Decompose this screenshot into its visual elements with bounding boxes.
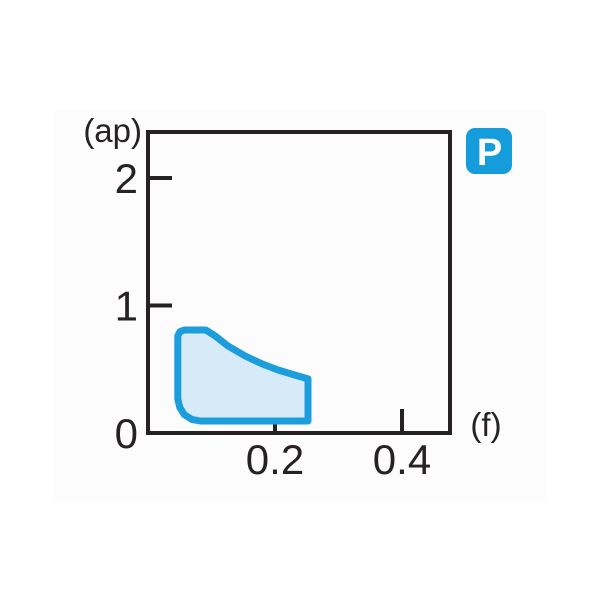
tick-labels: 0.2 0.4 0 1 2	[115, 155, 432, 483]
x-tick-label: 0.4	[373, 436, 431, 483]
p-application-region	[174, 326, 312, 425]
y-axis-label: (ap)	[83, 112, 142, 149]
y-tick-label: 2	[115, 155, 138, 202]
p-badge: P	[466, 128, 512, 174]
x-axis-label: (f)	[470, 406, 501, 443]
x-tick-label: 0.2	[246, 436, 304, 483]
p-badge-background	[466, 128, 512, 174]
figure-background	[55, 110, 545, 502]
p-badge-letter: P	[477, 132, 502, 174]
plot-frame	[146, 130, 452, 435]
y-tick-label: 1	[115, 283, 138, 330]
y-tick-label: 0	[115, 410, 138, 457]
